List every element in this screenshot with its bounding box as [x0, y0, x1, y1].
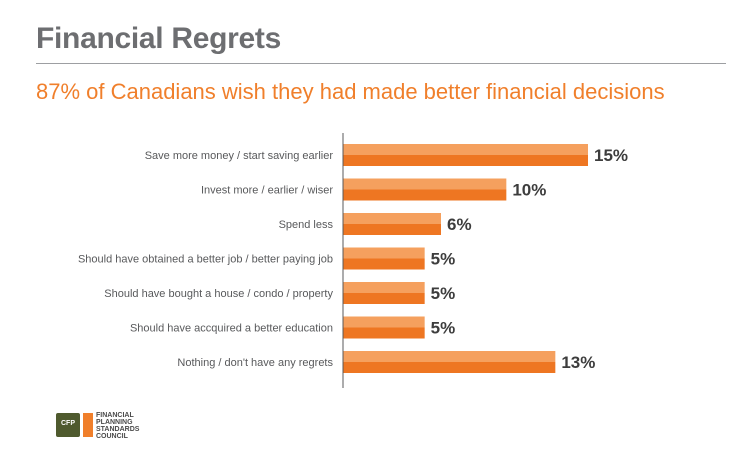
bar-0-top [343, 144, 588, 155]
bar-4-bottom [343, 293, 425, 304]
fpsc-orange-mark-icon [83, 413, 93, 437]
value-label-1: 10% [512, 181, 546, 200]
value-label-0: 15% [594, 146, 628, 165]
title-divider [36, 63, 726, 64]
value-label-2: 6% [447, 215, 472, 234]
category-label-6: Nothing / don't have any regrets [177, 357, 333, 369]
fpsc-logo-text: FINANCIAL PLANNING STANDARDS COUNCIL [96, 412, 139, 440]
bar-5-top [343, 316, 425, 328]
logo-line-4: COUNCIL [96, 433, 128, 440]
value-label-4: 5% [431, 284, 456, 303]
bars-layer: Save more money / start saving earlier 15… [78, 144, 628, 373]
fpsc-logo: CFP FINANCIAL PLANNING STANDARDS COUNCIL [56, 409, 206, 443]
cfp-mark-icon [56, 413, 80, 437]
category-label-1: Invest more / earlier / wiser [201, 185, 333, 197]
category-label-0: Save more money / start saving earlier [145, 150, 334, 162]
value-label-3: 5% [431, 250, 456, 269]
logo-line-2: PLANNING [96, 419, 133, 426]
bar-0-bottom [343, 155, 588, 166]
logo-line-3: STANDARDS [96, 426, 140, 433]
bar-6-top [343, 351, 556, 362]
page-subtitle: 87% of Canadians wish they had made bett… [36, 79, 665, 104]
bar-5-bottom [343, 327, 425, 339]
bar-4-top [343, 282, 425, 293]
cfp-mark-text: CFP [61, 420, 75, 427]
bar-1-bottom [343, 189, 507, 201]
category-label-3: Should have obtained a better job / bett… [78, 254, 333, 266]
category-label-2: Spend less [279, 219, 334, 231]
logo-line-1: FINANCIAL [96, 412, 134, 419]
bar-6-bottom [343, 362, 556, 373]
value-label-5: 5% [431, 319, 456, 338]
value-label-6: 13% [561, 353, 595, 372]
bar-1-top [343, 178, 507, 190]
bar-3-top [343, 247, 425, 259]
category-label-5: Should have accquired a better education [130, 323, 333, 335]
bar-3-bottom [343, 258, 425, 270]
bar-2-bottom [343, 224, 441, 235]
category-label-4: Should have bought a house / condo / pro… [104, 288, 333, 300]
page-title: Financial Regrets [36, 22, 281, 55]
bar-2-top [343, 213, 441, 224]
